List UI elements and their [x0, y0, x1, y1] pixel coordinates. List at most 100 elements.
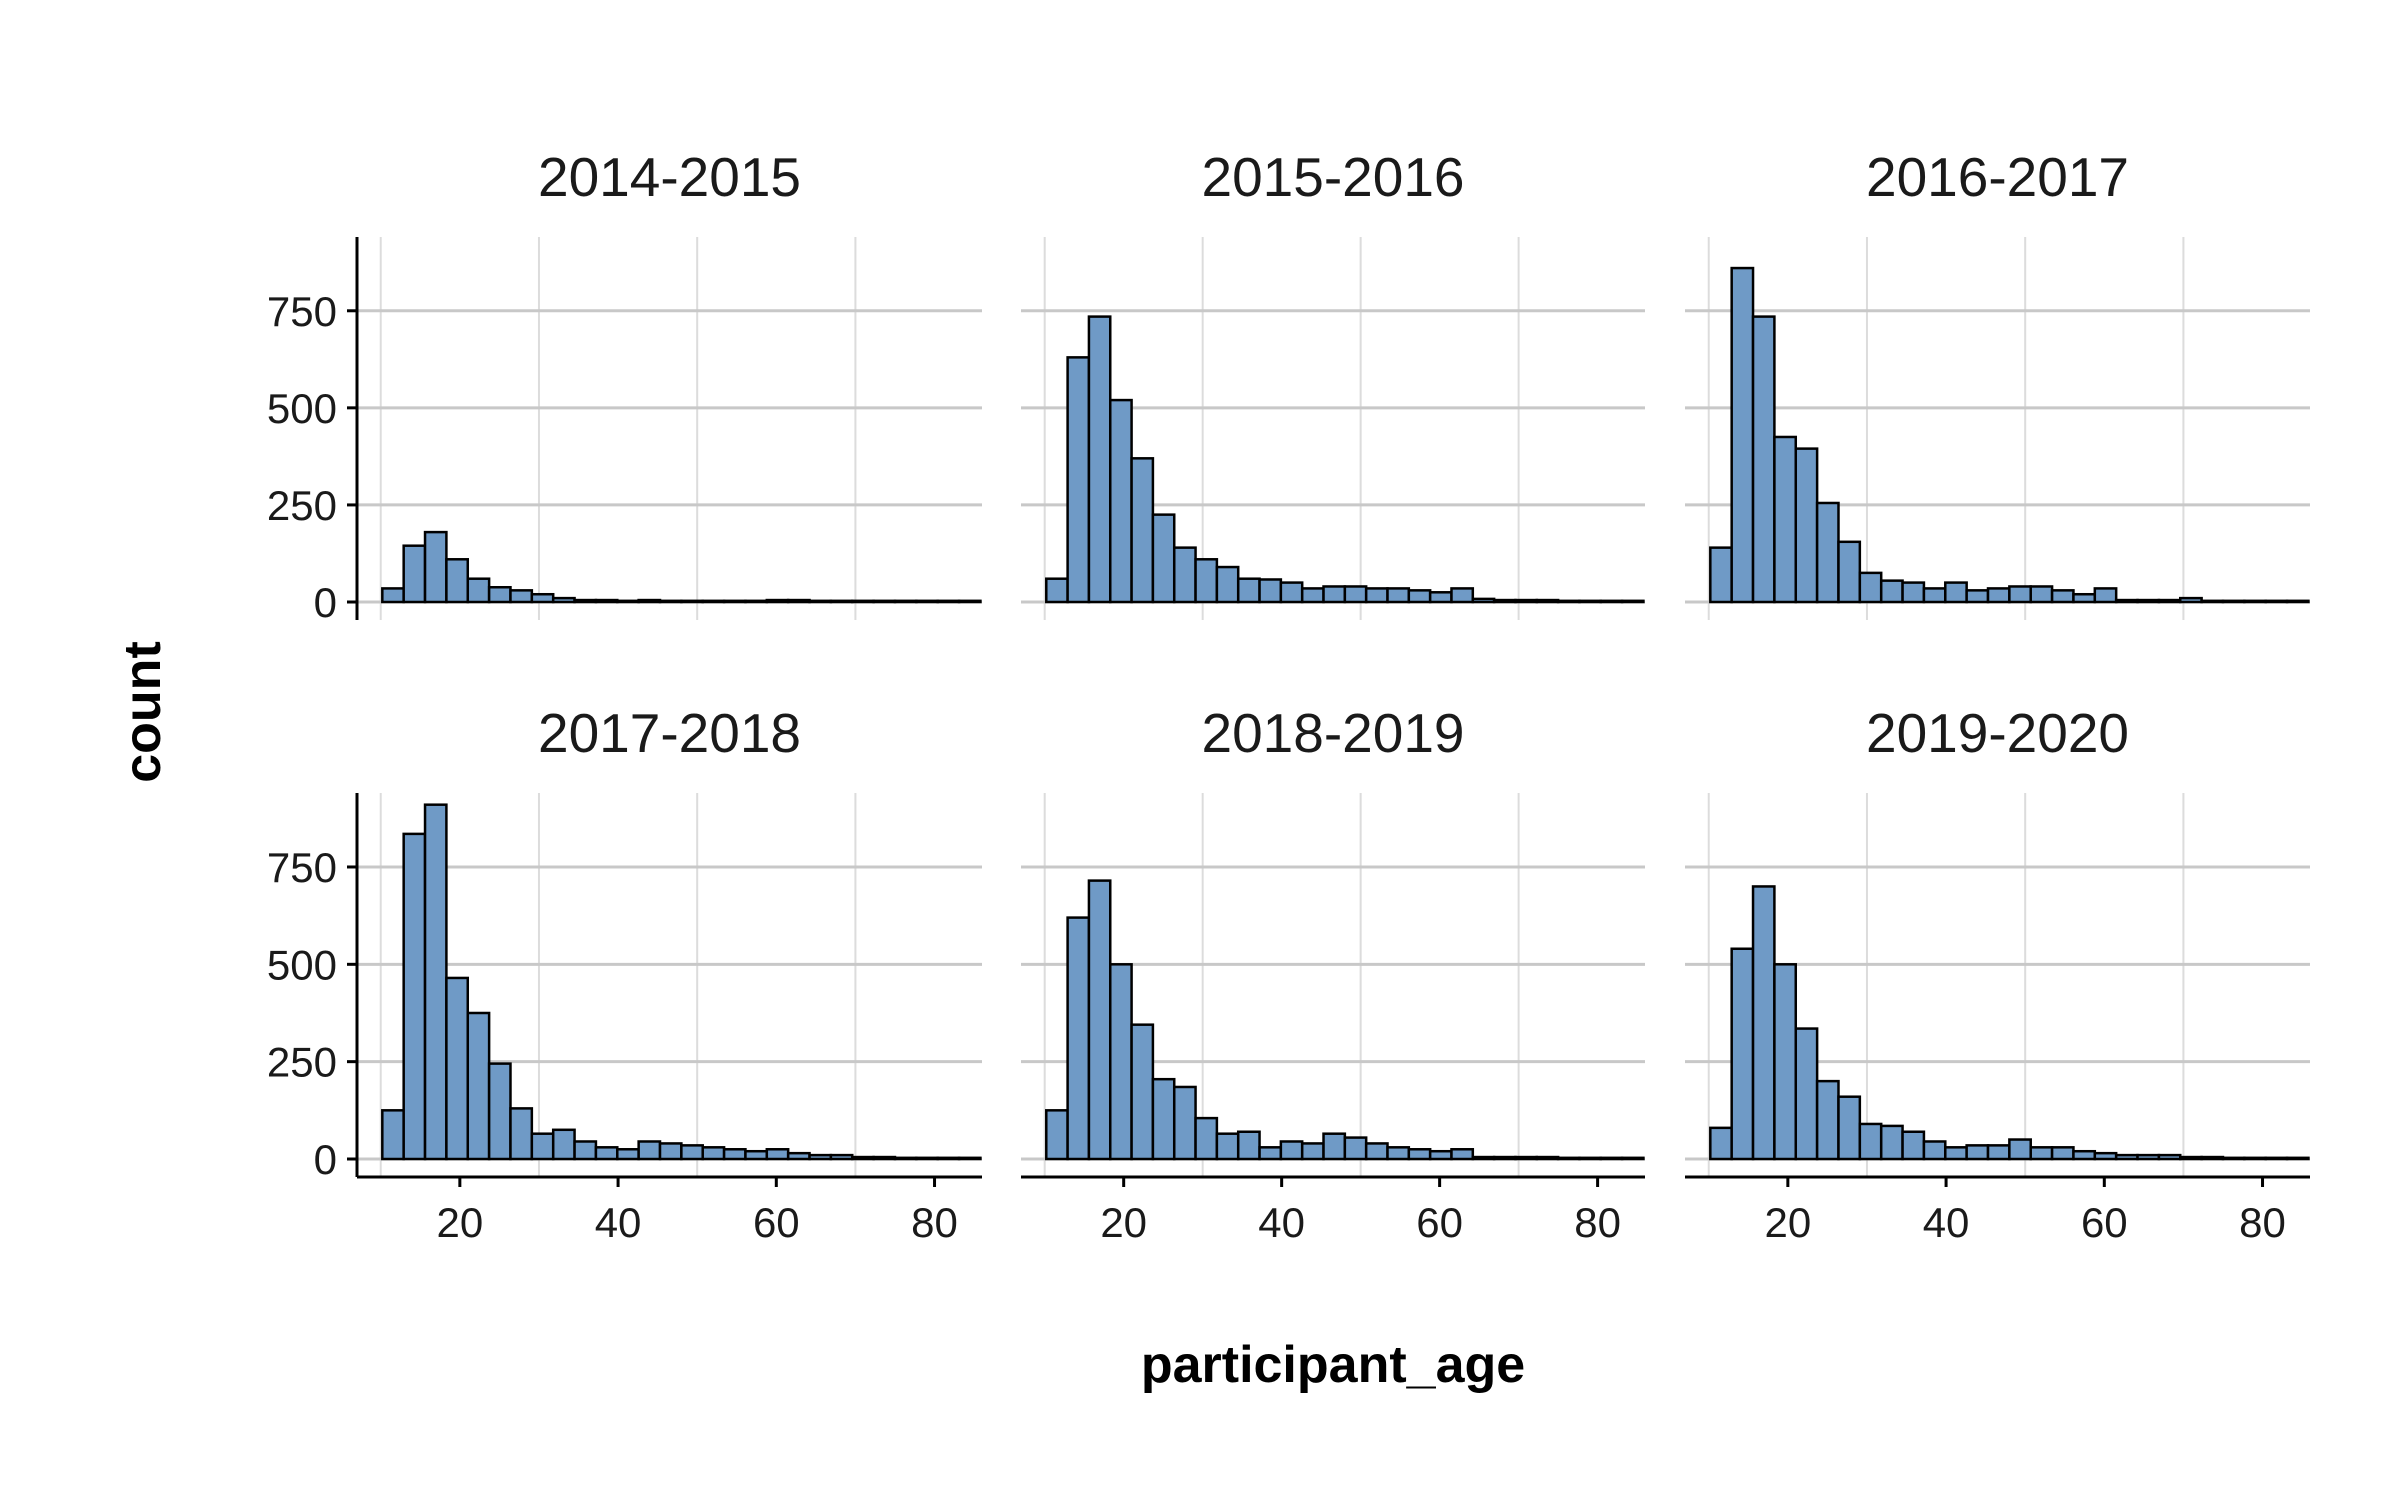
histogram-bar	[1751, 885, 1776, 1161]
histogram-bar	[594, 1146, 619, 1161]
histogram-bar	[1879, 579, 1904, 604]
histogram-bar	[1751, 315, 1776, 604]
histogram-bar	[2221, 1156, 2246, 1161]
histogram-bar	[381, 587, 405, 604]
histogram-bar	[1965, 1144, 1990, 1161]
histogram-bar	[423, 803, 448, 1161]
histogram-bar	[1773, 963, 1798, 1161]
histogram-bar	[1599, 1156, 1624, 1161]
histogram-bar	[637, 598, 662, 604]
histogram-bar	[658, 1142, 683, 1161]
histogram-bar	[786, 598, 811, 604]
histogram-bar	[1343, 585, 1368, 604]
histogram-bar	[1258, 578, 1283, 604]
facet-panel: 2018-2019 20 40 60 80	[1021, 702, 1645, 1246]
y-tick-label: 0	[314, 579, 337, 626]
x-tick-label: 80	[2239, 1199, 2286, 1246]
histogram-bar	[1300, 1142, 1325, 1161]
y-axis-title: count	[114, 641, 172, 783]
histogram-bar	[829, 599, 854, 604]
histogram-bar	[2200, 599, 2225, 604]
y-tick-label: 750	[267, 288, 337, 335]
histogram-bar	[2050, 1146, 2075, 1161]
histogram-bar	[1109, 398, 1133, 604]
histogram-bar	[1066, 356, 1091, 604]
histogram-bar	[551, 1128, 576, 1161]
histogram-bar	[872, 1155, 897, 1161]
y-tick-label: 250	[267, 482, 337, 529]
y-tick-label: 500	[267, 385, 337, 432]
histogram-bar	[1599, 599, 1624, 604]
histogram-bar	[2093, 1151, 2118, 1161]
histogram-bar	[1194, 1116, 1219, 1161]
histogram-bar	[1364, 587, 1389, 604]
histogram-bar	[680, 599, 704, 604]
facet-title: 2019-2020	[1866, 702, 2129, 764]
histogram-bar	[573, 598, 598, 604]
x-tick-label: 40	[1923, 1199, 1970, 1246]
histogram-bar	[2072, 592, 2097, 604]
histogram-bar	[722, 599, 747, 604]
histogram-bar	[957, 1156, 982, 1161]
x-tick-label: 20	[1100, 1199, 1147, 1246]
facet-title: 2017-2018	[538, 702, 801, 764]
histogram-bar	[1944, 581, 1968, 604]
histogram-bar	[2072, 1149, 2097, 1161]
histogram-bar	[1556, 599, 1581, 604]
histogram-bar	[701, 599, 726, 604]
x-tick-label: 60	[753, 1199, 800, 1246]
histogram-bar	[1087, 315, 1112, 604]
histogram-bar	[2157, 598, 2182, 604]
histogram-bar	[2243, 1156, 2267, 1161]
histogram-bar	[1172, 546, 1197, 604]
histogram-bar	[1236, 1130, 1261, 1161]
histogram-bar	[1922, 587, 1947, 604]
x-tick-label: 60	[1416, 1199, 1463, 1246]
histogram-bar	[2264, 599, 2289, 604]
facets-layer: 2014-2015 0 250 500 750 2015-2016 2016-2017 201…	[267, 146, 2310, 1246]
x-axis-title: participant_age	[1141, 1336, 1525, 1394]
histogram-bar	[2179, 1155, 2203, 1161]
histogram-bar	[1944, 1146, 1968, 1161]
x-tick-label: 60	[2081, 1199, 2128, 1246]
histogram-bar	[594, 598, 619, 604]
y-tick-label: 0	[314, 1136, 337, 1183]
histogram-bar	[915, 599, 939, 604]
histogram-bar	[680, 1144, 704, 1161]
histogram-bar	[2285, 1156, 2310, 1161]
histogram-bar	[551, 596, 576, 604]
histogram-bar	[1279, 1140, 1304, 1161]
histogram-bar	[1386, 1146, 1411, 1161]
x-tick-label: 40	[595, 1199, 642, 1246]
histogram-bar	[487, 585, 512, 604]
y-tick-label: 500	[267, 941, 337, 988]
histogram-bar	[829, 1153, 854, 1161]
facet-panel: 2017-2018 0 250 500 750 20 40 60 80	[267, 702, 982, 1246]
histogram-bar	[1087, 879, 1112, 1161]
histogram-bar	[1279, 581, 1304, 604]
histogram-bar	[1858, 571, 1883, 604]
histogram-bar	[1172, 1085, 1197, 1161]
histogram-bar	[1428, 1149, 1453, 1161]
histogram-bar	[1450, 587, 1475, 604]
histogram-bar	[2243, 599, 2267, 604]
histogram-bar	[2136, 598, 2161, 604]
histogram-bar	[637, 1140, 662, 1161]
histogram-bar	[2136, 1153, 2161, 1161]
histogram-bar	[466, 577, 491, 604]
histogram-bar	[1066, 916, 1091, 1161]
histogram-bar	[2264, 1156, 2289, 1161]
histogram-bar	[1450, 1148, 1475, 1161]
histogram-bar	[744, 1149, 769, 1161]
histogram-bar	[509, 589, 534, 604]
histogram-bar	[1901, 1130, 1926, 1161]
histogram-bar	[744, 599, 769, 604]
histogram-bar	[2008, 585, 2032, 604]
histogram-bar	[1620, 599, 1645, 604]
histogram-bar	[808, 599, 833, 604]
histogram-bar	[616, 599, 640, 604]
histogram-bar	[1130, 457, 1155, 604]
histogram-bar	[1815, 1079, 1840, 1161]
histogram-bar	[915, 1156, 939, 1161]
histogram-bar	[1556, 1156, 1581, 1161]
